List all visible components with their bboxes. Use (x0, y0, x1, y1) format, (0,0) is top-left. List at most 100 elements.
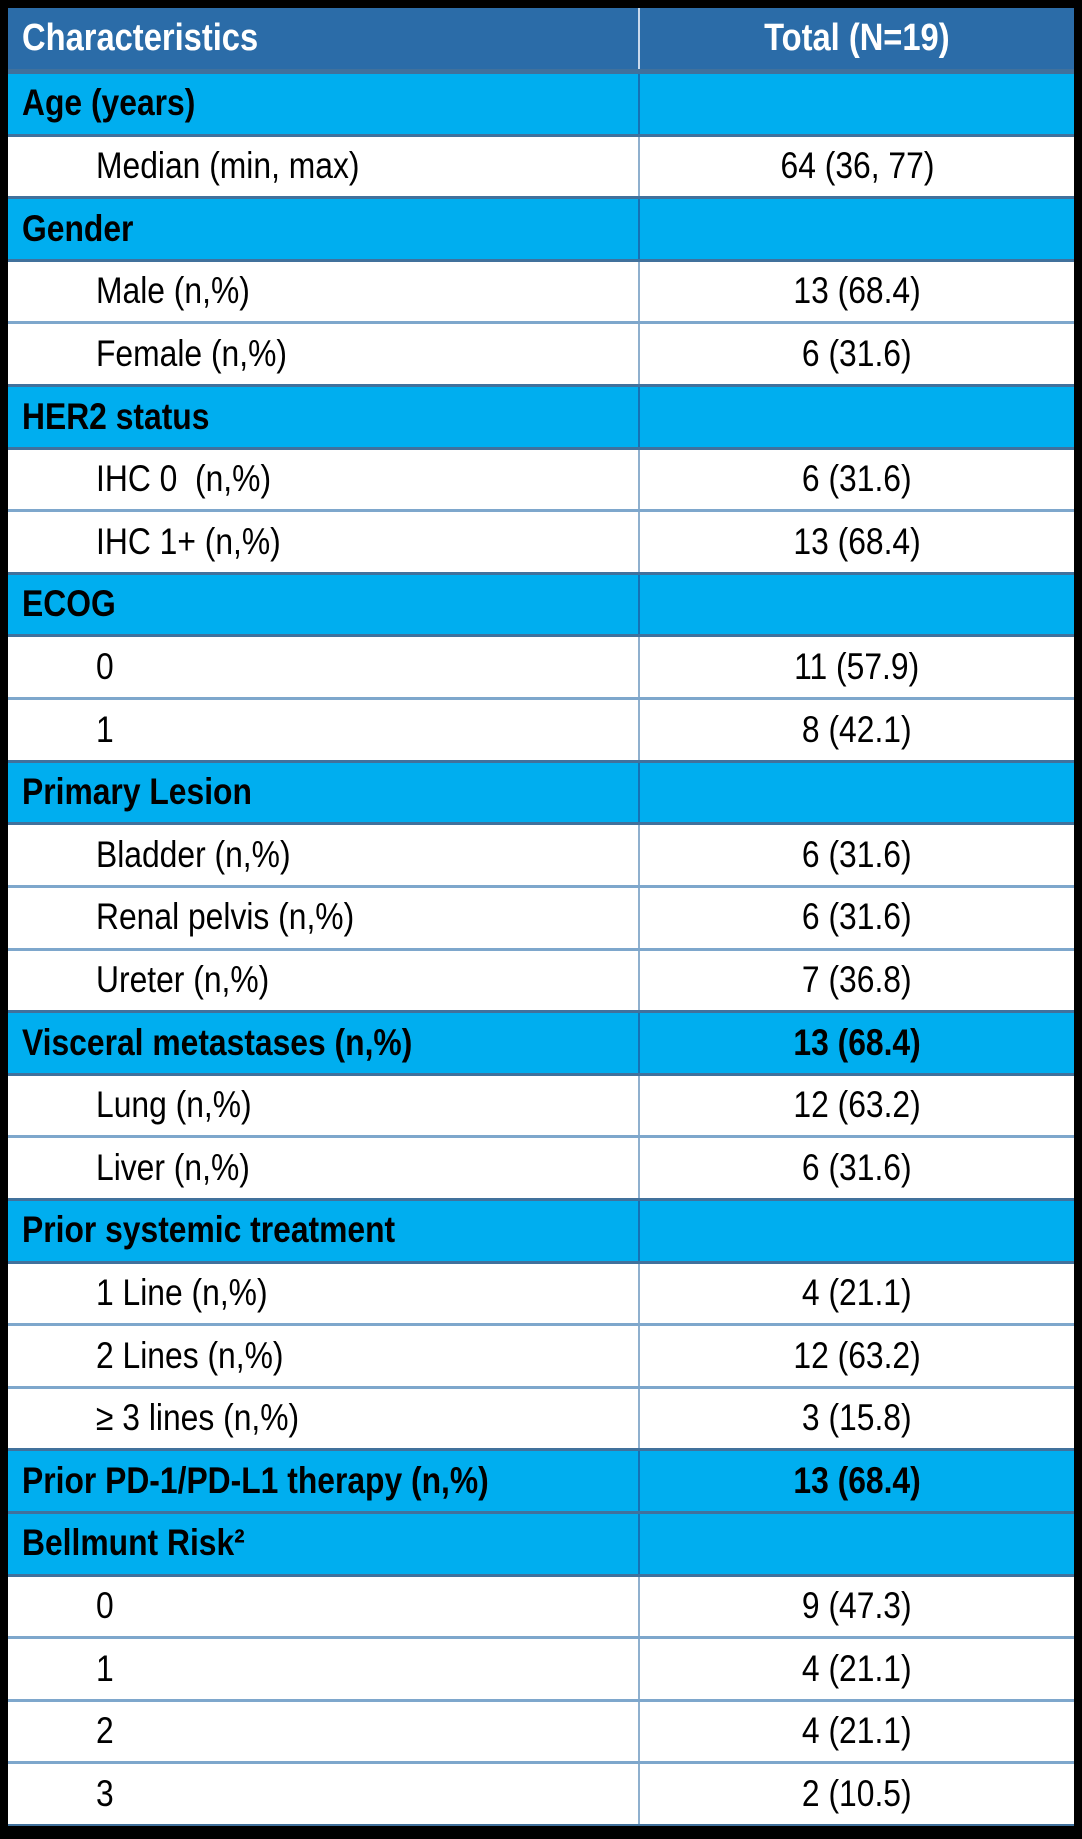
data-row-ihc0: IHC 0 (n,%) 6 (31.6) (8, 446, 1074, 510)
data-row-liver: Liver (n,%) 6 (31.6) (8, 1135, 1074, 1198)
row-value: 7 (36.8) (802, 958, 912, 1000)
row-label: ECOG (22, 583, 116, 625)
row-value: 4 (21.1) (802, 1647, 912, 1689)
row-label: Visceral metastases (n,%) (22, 1021, 413, 1063)
row-label: Bellmunt Risk² (22, 1522, 245, 1564)
row-value-cell (640, 1201, 1074, 1261)
row-label-cell: Ureter (n,%) (8, 950, 640, 1011)
section-row-ecog: ECOG (8, 571, 1074, 635)
data-row-median: Median (min, max) 64 (36, 77) (8, 133, 1074, 197)
row-value: 3 (15.8) (802, 1397, 912, 1439)
row-label: Liver (n,%) (96, 1146, 250, 1188)
header-total-cell: Total (N=19) (640, 8, 1074, 69)
header-characteristics-label: Characteristics (22, 16, 259, 59)
row-label: Primary Lesion (22, 771, 252, 813)
row-label: 2 (96, 1710, 114, 1752)
row-value: 4 (21.1) (802, 1710, 912, 1752)
row-label: 3 (96, 1772, 114, 1814)
data-row-ecog-1: 1 8 (42.1) (8, 697, 1074, 760)
row-value-cell (640, 74, 1074, 134)
row-value-cell: 11 (57.9) (640, 637, 1074, 697)
row-label: IHC 1+ (n,%) (96, 520, 281, 562)
row-value-cell (640, 387, 1074, 447)
row-label-cell: Renal pelvis (n,%) (8, 887, 640, 948)
row-label-cell: 3 (8, 1764, 640, 1825)
row-value-cell (640, 575, 1074, 635)
row-value-cell: 3 (15.8) (640, 1389, 1074, 1449)
row-label-cell: 2 (8, 1701, 640, 1762)
data-row-bellmunt-0: 0 9 (47.3) (8, 1573, 1074, 1637)
row-value-cell: 13 (68.4) (640, 262, 1074, 322)
row-value: 13 (68.4) (793, 1021, 921, 1063)
row-label-cell: Male (n,%) (8, 261, 640, 322)
header-characteristics-cell: Characteristics (8, 8, 640, 69)
data-row-ihc1plus: IHC 1+ (n,%) 13 (68.4) (8, 509, 1074, 572)
row-label-cell: Prior PD-1/PD-L1 therapy (n,%) (8, 1451, 640, 1512)
data-row-2-lines: 2 Lines (n,%) 12 (63.2) (8, 1323, 1074, 1386)
table-header-row: Characteristics Total (N=19) (8, 8, 1074, 69)
row-value: 12 (63.2) (793, 1334, 921, 1376)
row-label: 1 (96, 1647, 114, 1689)
row-label-cell: Lung (n,%) (8, 1075, 640, 1136)
data-row-1-line: 1 Line (n,%) 4 (21.1) (8, 1260, 1074, 1324)
data-row-ecog-0: 0 11 (57.9) (8, 634, 1074, 698)
row-value: 13 (68.4) (793, 520, 921, 562)
row-value: 6 (31.6) (802, 896, 912, 938)
row-value-cell: 4 (21.1) (640, 1639, 1074, 1699)
row-label-cell: ECOG (8, 574, 640, 635)
row-value-cell: 6 (31.6) (640, 1138, 1074, 1198)
header-total-label: Total (N=19) (764, 16, 950, 59)
section-row-gender: Gender (8, 196, 1074, 259)
row-label-cell: Bladder (n,%) (8, 825, 640, 885)
row-value: 8 (42.1) (802, 708, 912, 750)
row-value-cell: 7 (36.8) (640, 951, 1074, 1011)
row-label-cell: 0 (8, 637, 640, 698)
row-label: Prior systemic treatment (22, 1209, 396, 1251)
section-row-prior-systemic-treatment: Prior systemic treatment (8, 1197, 1074, 1261)
row-value: 6 (31.6) (802, 332, 912, 374)
section-row-bellmunt-risk: Bellmunt Risk² (8, 1511, 1074, 1574)
row-label: Prior PD-1/PD-L1 therapy (n,%) (22, 1459, 489, 1501)
row-label: Gender (22, 207, 134, 249)
row-value: 13 (68.4) (793, 270, 921, 312)
row-value-cell: 13 (68.4) (640, 1451, 1074, 1511)
row-label: Median (min, max) (96, 145, 360, 187)
row-label: 0 (96, 1585, 114, 1627)
row-label-cell: IHC 1+ (n,%) (8, 512, 640, 572)
row-value-cell: 6 (31.6) (640, 324, 1074, 384)
section-row-age: Age (years) (8, 69, 1074, 134)
data-row-bellmunt-3: 3 2 (10.5) (8, 1761, 1074, 1825)
row-value-cell (640, 199, 1074, 259)
row-label: Bladder (n,%) (96, 833, 291, 875)
row-value: 13 (68.4) (793, 1459, 921, 1501)
row-label: Female (n,%) (96, 332, 287, 374)
section-row-primary-lesion: Primary Lesion (8, 759, 1074, 823)
row-label-cell: Gender (8, 199, 640, 259)
row-label-cell: ≥ 3 lines (n,%) (8, 1388, 640, 1449)
row-label-cell: Primary Lesion (8, 762, 640, 823)
row-label-cell: Visceral metastases (n,%) (8, 1013, 640, 1073)
row-label: IHC 0 (n,%) (96, 458, 272, 500)
row-label: ≥ 3 lines (n,%) (96, 1397, 300, 1439)
row-label-cell: 0 (8, 1576, 640, 1637)
row-label: Ureter (n,%) (96, 958, 270, 1000)
row-value: 6 (31.6) (802, 1146, 912, 1188)
row-value: 6 (31.6) (802, 833, 912, 875)
row-value: 4 (21.1) (802, 1272, 912, 1314)
row-value: 2 (10.5) (802, 1772, 912, 1814)
row-label-cell: Female (n,%) (8, 324, 640, 385)
row-label-cell: Prior systemic treatment (8, 1200, 640, 1261)
data-row-bellmunt-1: 1 4 (21.1) (8, 1636, 1074, 1699)
row-value-cell: 6 (31.6) (640, 825, 1074, 885)
row-value-cell: 12 (63.2) (640, 1326, 1074, 1386)
row-label-cell: Median (min, max) (8, 136, 640, 197)
section-row-prior-pd1-pdl1-therapy: Prior PD-1/PD-L1 therapy (n,%) 13 (68.4) (8, 1448, 1074, 1512)
row-label-cell: 2 Lines (n,%) (8, 1326, 640, 1386)
data-row-bladder: Bladder (n,%) 6 (31.6) (8, 822, 1074, 885)
row-value: 11 (57.9) (794, 645, 920, 687)
row-value: 6 (31.6) (802, 458, 912, 500)
row-value-cell: 4 (21.1) (640, 1264, 1074, 1324)
data-row-renal-pelvis: Renal pelvis (n,%) 6 (31.6) (8, 884, 1074, 948)
row-label-cell: HER2 status (8, 387, 640, 447)
